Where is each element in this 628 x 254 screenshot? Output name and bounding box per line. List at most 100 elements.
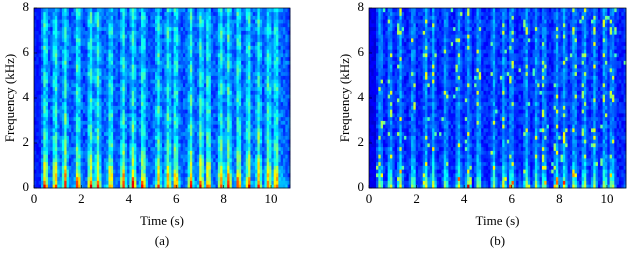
spectrogram-cell	[60, 68, 63, 72]
spectrogram-cell	[60, 181, 63, 185]
spectrogram-cell	[43, 49, 46, 53]
spectrogram-cell	[125, 31, 128, 35]
spectrogram-cell	[248, 27, 251, 31]
spectrogram-cell	[64, 162, 67, 166]
spectrogram-cell	[60, 76, 63, 80]
spectrogram-cell	[90, 128, 93, 132]
spectrogram-cell	[264, 49, 267, 53]
spectrogram-cell	[232, 76, 235, 80]
spectrogram-cell	[195, 31, 198, 35]
spectrogram-cell	[34, 16, 37, 20]
spectrogram-cell	[146, 64, 149, 68]
spectrogram-cell	[34, 31, 37, 35]
spectrogram-cell	[269, 38, 272, 42]
spectrogram-cell	[167, 181, 170, 185]
spectrogram-cell	[43, 166, 46, 170]
spectrogram-cell	[204, 181, 207, 185]
spectrogram-cell	[232, 147, 235, 151]
spectrogram-cell	[185, 124, 188, 128]
spectrogram-cell	[99, 158, 102, 162]
spectrogram-cell	[64, 117, 67, 121]
spectrogram-cell	[269, 49, 272, 53]
spectrogram-cell	[150, 8, 153, 12]
spectrogram-cell	[202, 151, 205, 155]
spectrogram-cell	[57, 162, 60, 166]
spectrogram-cell	[143, 151, 146, 155]
spectrogram-cell	[48, 177, 51, 181]
spectrogram-cell	[120, 113, 123, 117]
spectrogram-cell	[239, 106, 242, 110]
spectrogram-cell	[169, 57, 172, 61]
spectrogram-cell	[120, 154, 123, 158]
spectrogram-cell	[141, 19, 144, 23]
spectrogram-cell	[239, 83, 242, 87]
spectrogram-cell	[92, 154, 95, 158]
spectrogram-cell	[155, 169, 158, 173]
spectrogram-cell	[78, 64, 81, 68]
spectrogram-cell	[178, 124, 181, 128]
spectrogram-cell	[248, 31, 251, 35]
spectrogram-cell	[255, 94, 258, 98]
spectrogram-cell	[64, 98, 67, 102]
spectrogram-cell	[134, 12, 137, 16]
spectrogram-cell	[146, 79, 149, 83]
spectrogram-cell	[153, 166, 156, 170]
spectrogram-cell	[104, 38, 107, 42]
spectrogram-cell	[120, 143, 123, 147]
spectrogram-cell	[134, 16, 137, 20]
spectrogram-cell	[232, 173, 235, 177]
spectrogram-cell	[167, 177, 170, 181]
spectrogram-cell	[155, 166, 158, 170]
spectrogram-cell	[153, 154, 156, 158]
spectrogram-cell	[64, 113, 67, 117]
spectrogram-cell	[255, 143, 258, 147]
spectrogram-cell	[48, 147, 51, 151]
spectrogram-cell	[197, 42, 200, 46]
spectrogram-cell	[160, 158, 163, 162]
spectrogram-cell	[218, 181, 221, 185]
spectrogram-cell	[257, 53, 260, 57]
spectrogram-cell	[176, 19, 179, 23]
spectrogram-cell	[115, 162, 118, 166]
spectrogram-cell	[127, 166, 130, 170]
spectrogram-cell	[246, 76, 249, 80]
spectrogram-cell	[146, 117, 149, 121]
spectrogram-cell	[83, 109, 86, 113]
spectrogram-cell	[48, 16, 51, 20]
spectrogram-cell	[60, 139, 63, 143]
spectrogram-cell	[271, 113, 274, 117]
spectrogram-cell	[223, 72, 226, 76]
spectrogram-cell	[213, 121, 216, 125]
spectrogram-cell	[255, 98, 258, 102]
spectrogram-cell	[264, 106, 267, 110]
spectrogram-cell	[229, 61, 232, 65]
spectrogram-cell	[60, 49, 63, 53]
spectrogram-cell	[160, 177, 163, 181]
spectrogram-cell	[239, 94, 242, 98]
spectrogram-cell	[104, 27, 107, 31]
spectrogram-cell	[192, 166, 195, 170]
spectrogram-cell	[195, 19, 198, 23]
spectrogram-cell	[255, 72, 258, 76]
spectrogram-cell	[150, 49, 153, 53]
spectrogram-cell	[146, 23, 149, 27]
spectrogram-cell	[136, 53, 139, 57]
spectrogram-cell	[257, 31, 260, 35]
spectrogram-cell	[197, 72, 200, 76]
spectrogram-cell	[129, 34, 132, 38]
spectrogram-cell	[274, 72, 277, 76]
spectrogram-cell	[185, 177, 188, 181]
spectrogram-cell	[134, 121, 137, 125]
spectrogram-cell	[162, 173, 165, 177]
spectrogram-cell	[69, 53, 72, 57]
spectrogram-cell	[118, 177, 121, 181]
spectrogram-cell	[39, 106, 42, 110]
spectrogram-cell	[146, 162, 149, 166]
spectrogram-cell	[78, 83, 81, 87]
spectrogram-cell	[104, 19, 107, 23]
spectrogram-cell	[211, 57, 214, 61]
spectrogram-cell	[255, 87, 258, 91]
spectrogram-cell	[178, 57, 181, 61]
spectrogram-cell	[85, 61, 88, 65]
spectrogram-cell	[101, 68, 104, 72]
